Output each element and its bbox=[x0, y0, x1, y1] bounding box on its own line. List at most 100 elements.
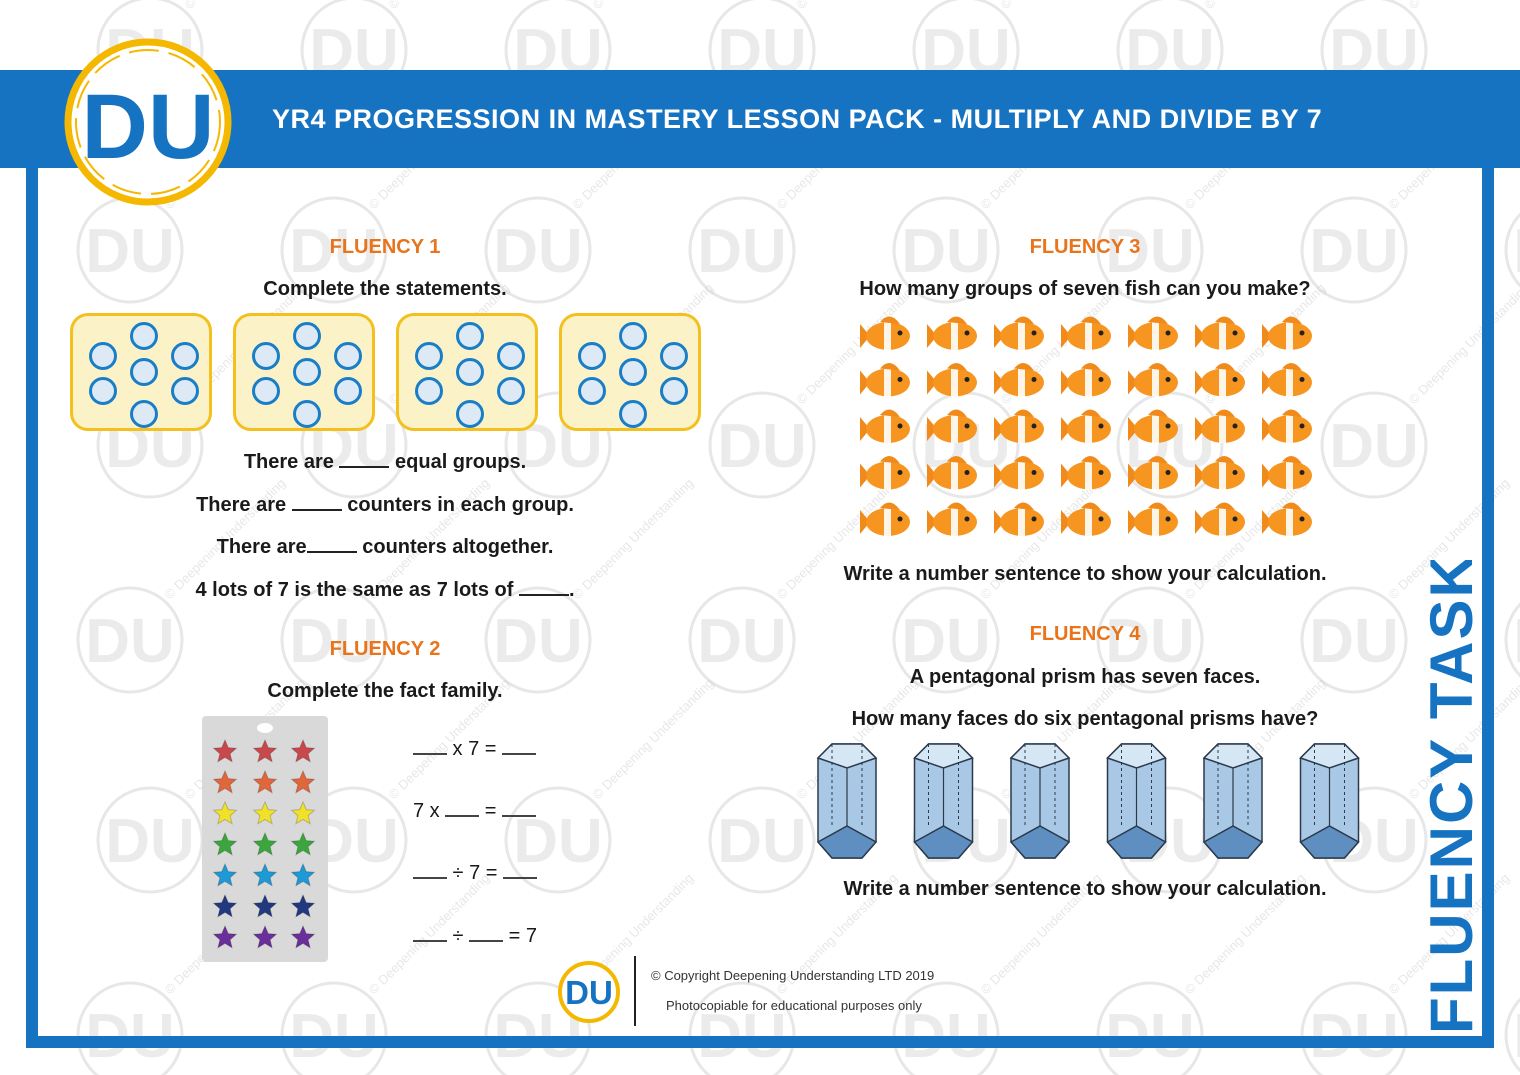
fish bbox=[1262, 409, 1312, 443]
counter bbox=[130, 322, 158, 350]
svg-text:© Deepening Understanding: © Deepening Understanding bbox=[590, 675, 717, 802]
svg-text:© Deepening Understanding: © Deepening Understanding bbox=[794, 0, 921, 12]
counter bbox=[130, 358, 158, 386]
svg-text:DU: DU bbox=[717, 412, 807, 481]
counter bbox=[660, 377, 688, 405]
counter bbox=[619, 322, 647, 350]
side-label-text: FLUENCY TASKS bbox=[1418, 560, 1485, 1034]
counter bbox=[660, 342, 688, 370]
watermark-logo: DU© Deepening Understanding bbox=[1504, 602, 1520, 678]
fluency1-line-4: 4 lots of 7 is the same as 7 lots of . bbox=[135, 576, 635, 602]
svg-text:DU: DU bbox=[105, 807, 195, 876]
fish bbox=[860, 409, 910, 443]
counter bbox=[171, 342, 199, 370]
star-sticker bbox=[252, 924, 278, 949]
svg-text:© Deepening Understanding: © Deepening Understanding bbox=[590, 0, 717, 12]
frame-right bbox=[1482, 168, 1494, 1048]
fact-2: 7 x = bbox=[413, 800, 537, 823]
star-sticker bbox=[212, 862, 238, 887]
fish bbox=[860, 362, 910, 397]
fish bbox=[994, 409, 1044, 443]
pentagonal-prism bbox=[1009, 743, 1071, 859]
svg-text:DU: DU bbox=[1329, 412, 1419, 481]
counter-group bbox=[70, 313, 212, 431]
fish bbox=[860, 502, 910, 536]
fish bbox=[1061, 409, 1111, 443]
fish bbox=[994, 455, 1044, 490]
header-bar bbox=[0, 70, 1520, 168]
fish bbox=[927, 362, 977, 397]
svg-text:DU: DU bbox=[1513, 217, 1520, 286]
star-sticker bbox=[212, 924, 238, 949]
du-logo: DU bbox=[64, 38, 232, 206]
counter bbox=[619, 400, 647, 428]
star-sticker bbox=[212, 800, 238, 825]
pentagonal-prisms bbox=[816, 743, 1360, 859]
counter-group bbox=[233, 313, 375, 431]
counter bbox=[619, 358, 647, 386]
svg-text:© Deepening Understanding: © Deepening Understanding bbox=[998, 0, 1125, 12]
fact-3: ÷ 7 = bbox=[413, 862, 538, 885]
fish bbox=[994, 362, 1044, 397]
star-sticker bbox=[212, 831, 238, 856]
fluency4-prompt-1: A pentagonal prism has seven faces. bbox=[909, 666, 1261, 688]
fish bbox=[1195, 409, 1245, 443]
fluency1-title: FLUENCY 1 bbox=[329, 236, 441, 258]
counter bbox=[456, 322, 484, 350]
fish bbox=[1195, 455, 1245, 490]
fish bbox=[1195, 502, 1245, 536]
watermark-logo: DU© Deepening Understanding bbox=[1504, 997, 1520, 1073]
fish bbox=[1262, 455, 1312, 490]
svg-text:© Deepening Understanding: © Deepening Understanding bbox=[182, 0, 309, 12]
star-sticker bbox=[290, 862, 316, 887]
counter-group bbox=[396, 313, 538, 431]
pentagonal-prism bbox=[1202, 743, 1264, 859]
counter bbox=[89, 377, 117, 405]
fluency1-prompt: Complete the statements. bbox=[263, 278, 507, 300]
pentagonal-prism bbox=[913, 743, 974, 859]
counter bbox=[456, 400, 484, 428]
svg-text:DU: DU bbox=[85, 607, 175, 676]
footer-logo: DU bbox=[558, 961, 620, 1023]
fluency3-title: FLUENCY 3 bbox=[1029, 236, 1141, 258]
frame-left bbox=[26, 168, 38, 1048]
svg-text:© Deepening Understanding: © Deepening Understanding bbox=[1202, 0, 1329, 12]
fact-4: ÷ = 7 bbox=[413, 925, 537, 948]
counter bbox=[497, 377, 525, 405]
star-sticker bbox=[290, 893, 316, 918]
star-sticker bbox=[252, 800, 278, 825]
counter bbox=[293, 358, 321, 386]
pentagonal-prism bbox=[816, 743, 878, 859]
star-sticker bbox=[290, 800, 316, 825]
fluency4-prompt-2: How many faces do six pentagonal prisms … bbox=[851, 708, 1319, 730]
counter bbox=[578, 377, 606, 405]
fluency1-line-2: There are counters in each group. bbox=[135, 491, 635, 517]
page-title: YR4 PROGRESSION IN MASTERY LESSON PACK -… bbox=[272, 104, 1323, 134]
counter bbox=[334, 342, 362, 370]
fluency1-line-1: There are equal groups. bbox=[185, 448, 585, 474]
fish bbox=[860, 455, 910, 490]
fish bbox=[927, 409, 977, 443]
fish bbox=[927, 455, 977, 490]
fish bbox=[1061, 455, 1111, 490]
star-sticker bbox=[212, 738, 238, 763]
star-sticker bbox=[252, 862, 278, 887]
fact-1: x 7 = bbox=[413, 738, 537, 761]
fish bbox=[860, 316, 910, 350]
watermark-logo: DU© Deepening Understanding bbox=[504, 675, 717, 894]
svg-text:DU: DU bbox=[717, 807, 807, 876]
star-sticker bbox=[290, 769, 316, 794]
fluency3-prompt: How many groups of seven fish can you ma… bbox=[859, 278, 1311, 300]
fish bbox=[1128, 502, 1178, 536]
star-sticker bbox=[212, 769, 238, 794]
star-sticker bbox=[290, 924, 316, 949]
fish bbox=[994, 316, 1044, 350]
footer-divider bbox=[634, 956, 636, 1026]
pentagonal-prism bbox=[1299, 743, 1360, 859]
copyright-text: © Copyright Deepening Understanding LTD … bbox=[651, 968, 935, 983]
star-sticker bbox=[252, 769, 278, 794]
svg-text:DU: DU bbox=[1513, 1002, 1520, 1071]
counter bbox=[334, 377, 362, 405]
fluency2-title: FLUENCY 2 bbox=[329, 638, 441, 660]
star-sticker bbox=[252, 893, 278, 918]
